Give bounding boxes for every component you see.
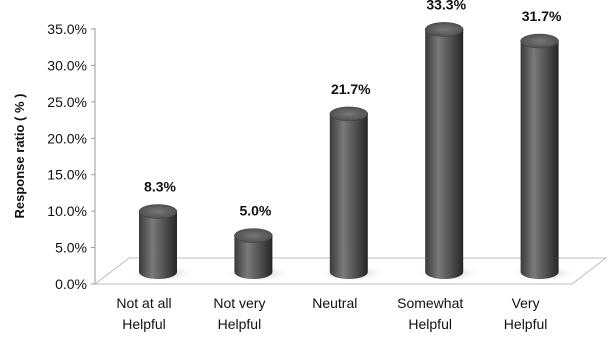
y-tick-label: 5.0% <box>55 240 87 256</box>
y-tick-label: 30.0% <box>47 57 87 73</box>
bars <box>139 22 559 279</box>
bar-top <box>425 22 463 36</box>
category-label: Helpful <box>504 316 548 332</box>
category-label: Not very <box>213 295 265 311</box>
category-label: Very <box>512 295 540 311</box>
category-label: Helpful <box>122 316 166 332</box>
bar <box>330 114 368 279</box>
data-label: 8.3% <box>144 179 176 195</box>
y-tick-label: 35.0% <box>47 21 87 37</box>
category-label: Helpful <box>218 316 262 332</box>
category-label: Somewhat <box>397 295 463 311</box>
y-tick-label: 25.0% <box>47 94 87 110</box>
y-ticks: 0.0% 5.0% 10.0% 15.0% 20.0% 25.0% 30.0% 35.0% <box>47 21 95 292</box>
bar-top <box>139 205 177 219</box>
bar <box>521 41 559 279</box>
category-label: Helpful <box>408 316 452 332</box>
bar <box>139 212 177 279</box>
bar-top <box>330 107 368 121</box>
y-axis-title: Response ratio ( % ) <box>12 94 27 219</box>
data-label: 21.7% <box>331 81 371 97</box>
bar-top <box>234 229 272 243</box>
data-label: 31.7% <box>522 8 562 24</box>
y-tick-label: 20.0% <box>47 130 87 146</box>
category-label: Neutral <box>312 295 357 311</box>
category-labels: Not at all Helpful Not very Helpful Neutral S… <box>116 295 547 332</box>
bar-top <box>521 34 559 48</box>
category-label: Not at all <box>116 295 171 311</box>
data-label: 33.3% <box>426 0 466 12</box>
y-tick-label: 15.0% <box>47 167 87 183</box>
y-tick-label: 10.0% <box>47 203 87 219</box>
bar <box>425 29 463 279</box>
y-tick-label: 0.0% <box>55 276 87 292</box>
data-label: 5.0% <box>239 203 271 219</box>
